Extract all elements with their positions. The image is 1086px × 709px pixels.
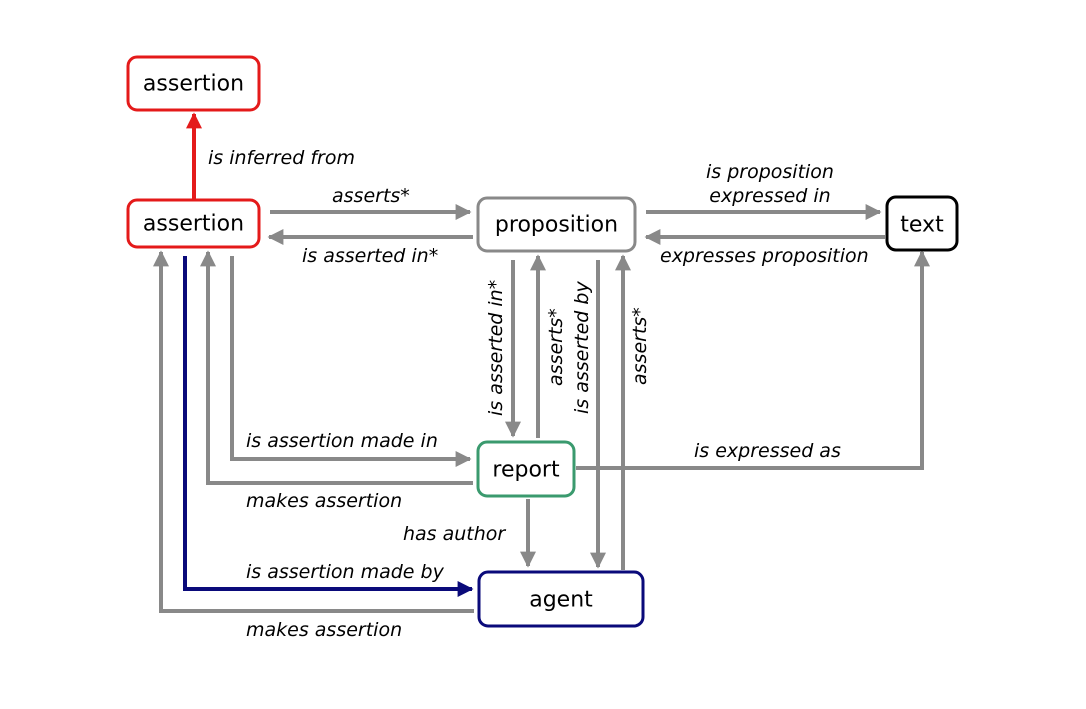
edge-makes-assertion-report — [200, 250, 473, 485]
label-is-asserted-in-from-proposition: is asserted in* — [302, 245, 438, 267]
node-assertion-label: assertion — [143, 212, 244, 237]
label-is-assertion-made-by: is assertion made by — [246, 561, 445, 583]
label-has-author: has author — [403, 523, 506, 545]
edge-is-assertion-made-in — [230, 256, 472, 467]
label-expresses-proposition: expresses proposition — [660, 245, 869, 267]
edge-makes-assertion-agent — [153, 250, 474, 613]
node-agent-label: agent — [529, 588, 593, 613]
node-assertion-top-label: assertion — [143, 72, 244, 97]
label-makes-assertion-report: makes assertion — [246, 490, 402, 512]
node-text: text — [885, 195, 959, 252]
label-is-asserted-in-report: is asserted in* — [485, 280, 507, 416]
label-makes-assertion-agent: makes assertion — [246, 619, 402, 641]
node-proposition-label: proposition — [495, 213, 618, 238]
edge-is-assertion-made-by — [183, 256, 474, 597]
node-assertion-top: assertion — [126, 55, 261, 112]
label-is-inferred-from: is inferred from — [208, 147, 355, 169]
label-is-asserted-by: is asserted by — [571, 281, 593, 414]
label-asserts-from-report: asserts* — [545, 308, 567, 386]
node-agent: agent — [477, 570, 645, 628]
label-asserts-from-agent: asserts* — [629, 307, 651, 385]
node-report-label: report — [492, 458, 560, 483]
label-is-expressed-as: is expressed as — [694, 440, 841, 462]
label-is-assertion-made-in: is assertion made in — [246, 430, 438, 452]
node-proposition: proposition — [476, 196, 637, 253]
node-assertion: assertion — [126, 198, 261, 249]
label-asserts-to-proposition: asserts* — [332, 185, 410, 207]
label-is-proposition-expressed-in-line1: is proposition — [706, 161, 834, 183]
label-is-proposition-expressed-in-line2: expressed in — [709, 185, 830, 207]
node-report: report — [476, 440, 576, 498]
node-text-label: text — [900, 213, 944, 238]
edge-is-expressed-as — [576, 250, 930, 470]
